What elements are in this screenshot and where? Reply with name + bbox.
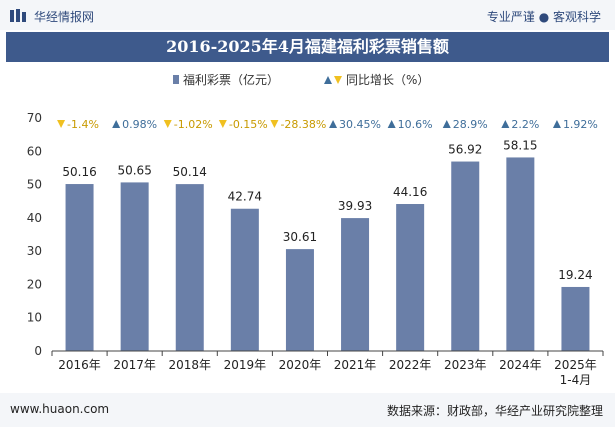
- x-tick-label-line: 2024年: [499, 358, 542, 372]
- bar: [65, 184, 94, 351]
- x-tick-label: 2025年 1-4月: [554, 358, 597, 387]
- bar-value-label: 50.65: [117, 163, 151, 177]
- x-tick-label: 2024年: [499, 358, 542, 372]
- y-tick-label: 70: [27, 111, 42, 125]
- x-tick-label-line: 2021年: [334, 358, 377, 372]
- y-tick-label: 20: [27, 277, 42, 291]
- legend: 福利彩票（亿元） 同比增长（%）: [173, 72, 429, 87]
- x-tick-label-line: 2018年: [168, 358, 211, 372]
- y-tick-label: 40: [27, 211, 42, 225]
- growth-down-triangle-icon: [163, 120, 172, 128]
- growth-labels: -1.4% 0.98% -1.02% -0.15% -28.38% 30.45% 10.6%…: [57, 118, 598, 131]
- y-tick-label: 0: [34, 344, 42, 358]
- growth-label: 2.2%: [511, 118, 539, 131]
- bar-value-label: 50.16: [62, 165, 96, 179]
- legend-up-triangle-icon: [324, 76, 332, 84]
- x-tick-label-line: 2020年: [279, 358, 322, 372]
- y-tick-label: 60: [27, 144, 42, 158]
- growth-down-triangle-icon: [270, 120, 279, 128]
- bar: [341, 218, 370, 351]
- bar-value-label: 58.15: [503, 138, 537, 152]
- bar: [561, 286, 590, 351]
- growth-label: 1.92%: [563, 118, 598, 131]
- growth-up-triangle-icon: [387, 120, 396, 128]
- growth-up-triangle-icon: [329, 120, 338, 128]
- bars: 50.16 50.65 50.14 42.74 30.61 39.93 44.16 56.92…: [62, 138, 593, 351]
- growth-label: 0.98%: [122, 118, 157, 131]
- y-tick-label: 50: [27, 178, 42, 192]
- x-tick-label-line: 2023年: [444, 358, 487, 372]
- bar-value-label: 30.61: [283, 230, 317, 244]
- growth-label: 10.6%: [398, 118, 433, 131]
- growth-up-triangle-icon: [442, 120, 451, 128]
- footer: www.huaon.com 数据来源：财政部，华经产业研究院整理: [0, 393, 615, 427]
- growth-label: -0.15%: [229, 118, 268, 131]
- x-tick-label: 2023年: [444, 358, 487, 372]
- x-tick-label: 2019年: [224, 358, 267, 372]
- y-axis: 0 10 20 30 40 50 60 70: [27, 111, 42, 358]
- bar: [396, 204, 425, 351]
- y-tick-label: 10: [27, 311, 42, 325]
- bar: [451, 161, 480, 351]
- legend-label-growth: 同比增长（%）: [346, 73, 429, 87]
- bar: [506, 157, 535, 351]
- growth-down-triangle-icon: [57, 120, 66, 128]
- x-tick-label: 2020年: [279, 358, 322, 372]
- growth-label: -1.02%: [174, 118, 213, 131]
- bar-value-label: 39.93: [338, 199, 372, 213]
- x-axis: 2016年 2017年 2018年 2019年 2020年 2021年 2022年 2023年…: [51, 350, 604, 387]
- bar-value-label: 50.14: [173, 165, 207, 179]
- bar: [120, 182, 149, 351]
- x-tick-label-line: 2017年: [113, 358, 156, 372]
- x-tick-label: 2021年: [334, 358, 377, 372]
- growth-label: -28.38%: [280, 118, 326, 131]
- growth-label: 28.9%: [453, 118, 488, 131]
- bar-value-label: 42.74: [228, 190, 262, 204]
- growth-up-triangle-icon: [112, 120, 121, 128]
- x-tick-label: 2017年: [113, 358, 156, 372]
- site-url: www.huaon.com: [10, 402, 110, 416]
- chart-title: 2016-2025年4月福建福利彩票销售额: [6, 32, 609, 62]
- x-tick-label: 2016年: [58, 358, 101, 372]
- legend-swatch-sales: [173, 75, 179, 84]
- growth-label: -1.4%: [67, 118, 99, 131]
- legend-label-sales: 福利彩票（亿元）: [183, 72, 279, 87]
- x-tick-label-line: 1-4月: [560, 373, 592, 387]
- bar-value-label: 19.24: [558, 268, 592, 282]
- x-tick-label-line: 2022年: [389, 358, 432, 372]
- bar-value-label: 44.16: [393, 185, 427, 199]
- x-tick-label-line: 2025年: [554, 358, 597, 372]
- growth-up-triangle-icon: [552, 120, 561, 128]
- growth-down-triangle-icon: [218, 120, 227, 128]
- logo-icon: [10, 9, 26, 22]
- x-tick-label-line: 2016年: [58, 358, 101, 372]
- bar: [175, 184, 204, 351]
- bar: [230, 208, 259, 351]
- legend-down-triangle-icon: [334, 76, 342, 84]
- x-tick-label: 2018年: [168, 358, 211, 372]
- bar-value-label: 56.92: [448, 143, 482, 157]
- growth-label: 30.45%: [339, 118, 381, 131]
- brand-name: 华经情报网: [34, 10, 95, 24]
- x-tick-label-line: 2019年: [224, 358, 267, 372]
- x-tick-label: 2022年: [389, 358, 432, 372]
- tagline: 专业严谨 ● 客观科学: [486, 10, 601, 24]
- data-source: 数据来源：财政部，华经产业研究院整理: [386, 404, 603, 418]
- growth-up-triangle-icon: [501, 120, 510, 128]
- top-bar: 华经情报网 专业严谨 ● 客观科学: [0, 0, 615, 30]
- y-tick-label: 30: [27, 244, 42, 258]
- bar: [285, 249, 314, 351]
